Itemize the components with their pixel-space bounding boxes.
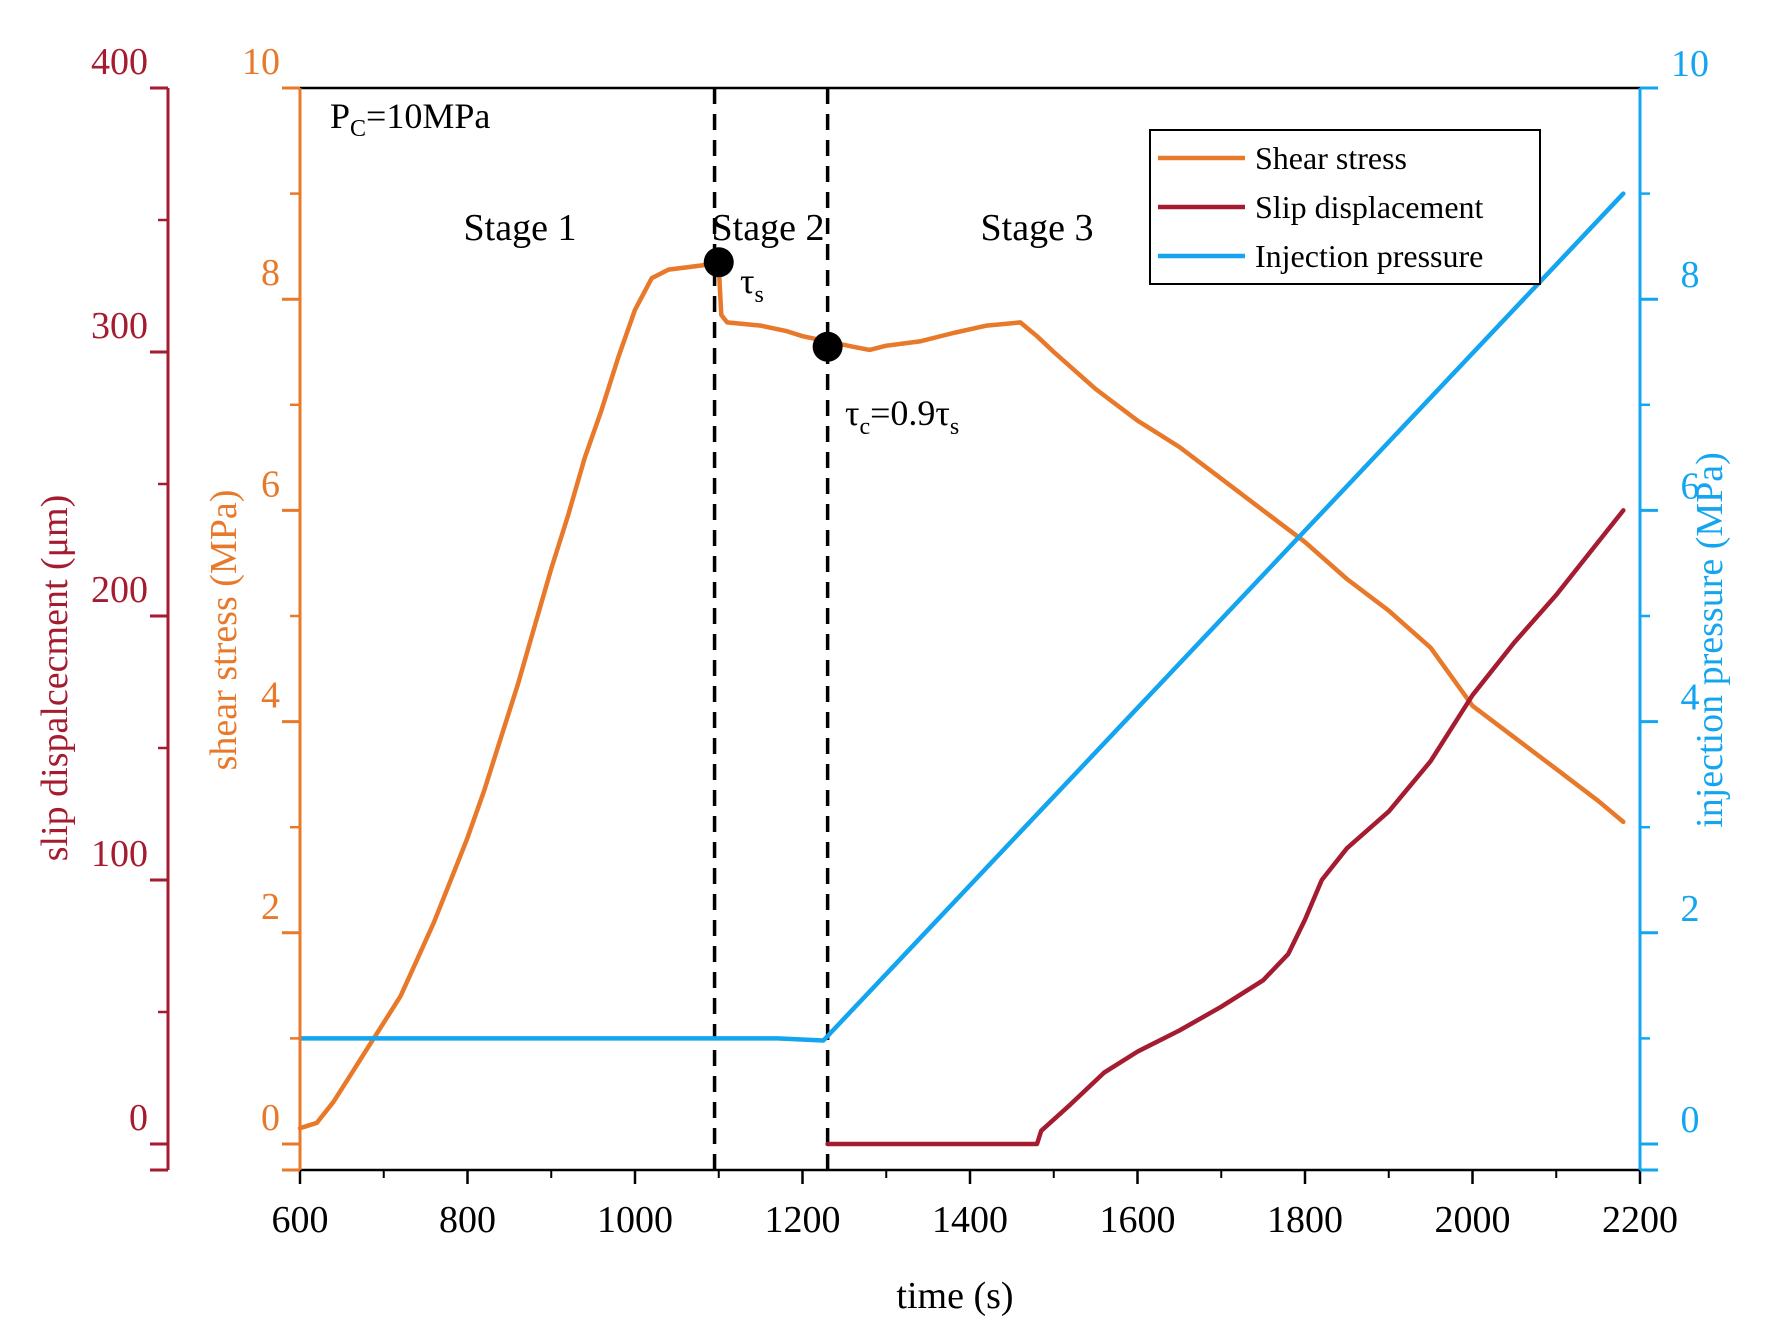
tau-c-label-sub: c bbox=[859, 414, 870, 440]
injection-axis-title: injection pressure (MPa) bbox=[1689, 452, 1731, 828]
stage-2-label: Stage 2 bbox=[712, 207, 825, 249]
tau-c-label-sub2: s bbox=[950, 414, 959, 440]
slip-tick-label: 400 bbox=[91, 41, 148, 83]
shear-axis: 0 2 4 6 8 10 bbox=[242, 41, 302, 1172]
injection-tick-label: 8 bbox=[1681, 254, 1700, 296]
markers bbox=[703, 247, 843, 362]
condition-label: PC=10MPa bbox=[330, 96, 490, 142]
shear-tick-label: 8 bbox=[261, 252, 280, 294]
x-tick-label: 1000 bbox=[597, 1199, 673, 1241]
condition-label-rest: =10MPa bbox=[366, 96, 490, 136]
x-tick-label: 1600 bbox=[1100, 1199, 1176, 1241]
stage-dividers bbox=[712, 88, 830, 1170]
marker-tau-c bbox=[812, 331, 843, 362]
tau-s-label-main: τ bbox=[740, 261, 754, 301]
shear-tick-label: 10 bbox=[242, 41, 280, 83]
condition-label-sub: C bbox=[350, 116, 366, 142]
slip-axis: 0 100 200 300 400 bbox=[91, 41, 170, 1172]
injection-tick-label: 10 bbox=[1671, 43, 1709, 85]
slip-tick-label: 300 bbox=[91, 305, 148, 347]
shear-tick-label: 0 bbox=[261, 1097, 280, 1139]
slip-axis-title: slip dispalcecment (μm) bbox=[34, 495, 76, 862]
x-axis: 600 800 1000 1200 1400 1600 1800 2000 2200 bbox=[272, 1170, 1678, 1241]
series-layer bbox=[297, 191, 1626, 1147]
injection-tick-label: 2 bbox=[1681, 888, 1700, 930]
x-tick-label: 600 bbox=[272, 1199, 329, 1241]
x-tick-label: 800 bbox=[439, 1199, 496, 1241]
shear-tick-label: 6 bbox=[261, 463, 280, 505]
tau-c-label-rest: =0.9τ bbox=[870, 393, 950, 433]
x-tick-label: 1400 bbox=[932, 1199, 1008, 1241]
marker-tau-s bbox=[703, 247, 734, 278]
slip-tick-label: 0 bbox=[129, 1097, 148, 1139]
tau-c-label: τc=0.9τs bbox=[845, 393, 959, 440]
shear-tick-label: 4 bbox=[261, 675, 280, 717]
injection-axis: 0 2 4 6 8 10 bbox=[1638, 43, 1709, 1172]
shear-axis-title: shear stress (MPa) bbox=[203, 490, 245, 771]
legend-label-slip: Slip displacement bbox=[1255, 189, 1484, 225]
stage-3-label: Stage 3 bbox=[981, 207, 1094, 249]
x-axis-title: time (s) bbox=[896, 1275, 1013, 1317]
tau-c-label-main: τ bbox=[845, 393, 859, 433]
series-slip-displacement bbox=[825, 508, 1626, 1147]
tau-s-label: τs bbox=[740, 261, 764, 308]
gridlines bbox=[712, 88, 830, 1170]
x-tick-label: 1800 bbox=[1267, 1199, 1343, 1241]
series-shear-stress bbox=[297, 259, 1626, 1131]
slip-tick-label: 100 bbox=[91, 833, 148, 875]
injection-tick-label: 6 bbox=[1681, 465, 1700, 507]
legend-label-shear: Shear stress bbox=[1255, 140, 1407, 176]
x-tick-label: 2200 bbox=[1602, 1199, 1678, 1241]
injection-tick-label: 4 bbox=[1681, 677, 1700, 719]
condition-label-main: P bbox=[330, 96, 350, 136]
legend-label-injection: Injection pressure bbox=[1255, 238, 1483, 274]
series-injection-pressure bbox=[297, 191, 1626, 1043]
tau-s-label-sub: s bbox=[754, 282, 763, 308]
x-tick-label: 2000 bbox=[1435, 1199, 1511, 1241]
legend: Shear stress Slip displacement Injection… bbox=[1149, 129, 1541, 285]
shear-tick-label: 2 bbox=[261, 886, 280, 928]
injection-tick-label: 0 bbox=[1681, 1099, 1700, 1141]
x-tick-label: 1200 bbox=[765, 1199, 841, 1241]
stage-1-label: Stage 1 bbox=[464, 207, 577, 249]
slip-tick-label: 200 bbox=[91, 569, 148, 611]
